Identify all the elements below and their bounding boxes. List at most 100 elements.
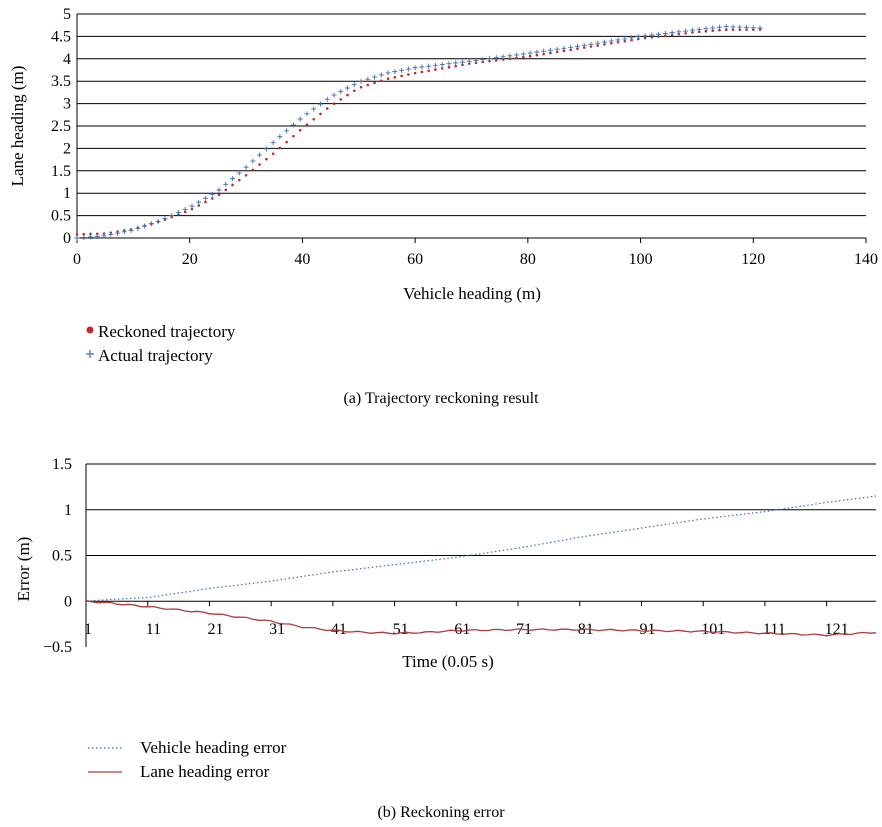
data-point <box>718 28 721 32</box>
data-point <box>459 59 465 65</box>
x-tick-label: 51 <box>393 621 409 638</box>
data-point <box>561 45 567 51</box>
data-point <box>365 76 371 82</box>
data-point <box>74 235 80 241</box>
data-point <box>290 122 296 128</box>
data-point <box>724 28 728 31</box>
data-point <box>407 73 410 76</box>
y-tick-label: 1.5 <box>52 456 72 473</box>
data-point <box>285 140 288 144</box>
legend-item-actual: Actual trajectory <box>80 344 235 368</box>
blue-plus-icon <box>80 346 120 366</box>
data-point <box>434 68 437 71</box>
data-point <box>311 106 317 112</box>
data-point <box>190 207 194 211</box>
data-point <box>520 51 526 57</box>
data-point <box>574 43 580 49</box>
error-x-axis-label: Time (0.05 s) <box>402 652 493 671</box>
data-point <box>196 199 202 205</box>
reckoned-trajectory-series <box>75 28 762 236</box>
data-point <box>744 25 750 31</box>
data-point <box>75 233 79 236</box>
data-point <box>514 52 520 58</box>
data-point <box>703 26 709 32</box>
x-tick-label: 31 <box>269 621 285 638</box>
x-tick-label: 101 <box>701 621 725 638</box>
data-point <box>716 24 722 30</box>
data-point <box>142 223 148 229</box>
data-point <box>324 96 330 102</box>
trajectory-legend: Reckoned trajectory Actual trajectory <box>80 320 235 368</box>
data-point <box>535 53 539 57</box>
data-point <box>622 36 628 42</box>
data-point <box>704 29 708 33</box>
data-point <box>108 232 114 238</box>
data-point <box>94 233 100 239</box>
error-y-tick-labels: −0.5 0 0.5 1 1.5 <box>43 456 72 656</box>
data-point <box>731 28 735 31</box>
data-point <box>466 58 472 64</box>
data-point <box>555 50 559 54</box>
y-tick-label: −0.5 <box>43 639 72 656</box>
data-point <box>236 170 242 176</box>
data-point <box>373 81 376 85</box>
error-chart: −0.500.511.5 1 11 21 31 41 51 61 71 81 91 101 111 12… <box>14 456 877 671</box>
data-point <box>250 158 256 164</box>
solid-line-icon <box>88 762 128 782</box>
x-tick-label: 1 <box>84 621 92 638</box>
error-gridlines <box>86 463 876 556</box>
data-point <box>447 65 451 69</box>
actual-trajectory-series <box>74 24 763 241</box>
data-point <box>642 33 648 39</box>
data-point <box>312 117 316 121</box>
y-tick-label: 4.5 <box>51 28 71 45</box>
data-point <box>723 24 729 30</box>
data-point <box>602 39 608 45</box>
data-point <box>155 218 161 224</box>
data-point <box>128 227 134 233</box>
data-point <box>319 112 322 116</box>
legend-item-lane-error: Lane heading error <box>88 760 286 784</box>
x-tick-label: 60 <box>407 251 423 268</box>
data-point <box>393 76 397 79</box>
data-point <box>635 34 641 40</box>
x-tick-label: 11 <box>146 621 161 638</box>
data-point <box>209 191 215 197</box>
legend-label-reckoned: Reckoned trajectory <box>98 322 236 341</box>
data-point <box>277 134 283 140</box>
trajectory-x-axis-label: Vehicle heading (m) <box>403 284 541 303</box>
data-point <box>331 92 337 98</box>
data-point <box>278 146 282 150</box>
data-point <box>541 48 547 54</box>
data-point <box>101 233 107 239</box>
data-point <box>223 181 229 187</box>
x-tick-label: 0 <box>73 251 81 268</box>
data-point <box>372 74 378 80</box>
data-point <box>461 63 464 67</box>
data-point <box>292 134 295 138</box>
data-point <box>420 70 424 74</box>
trajectory-x-tick-labels: 0 20 40 60 80 100 120 140 <box>73 251 878 268</box>
data-point <box>534 49 540 55</box>
data-point <box>649 32 655 38</box>
y-tick-label: 5 <box>63 6 71 23</box>
data-point <box>263 146 269 152</box>
data-point <box>547 47 553 53</box>
data-point <box>480 57 486 63</box>
data-point <box>454 64 458 68</box>
y-tick-label: 0.5 <box>52 548 72 565</box>
data-point <box>162 216 168 222</box>
data-point <box>297 116 303 122</box>
x-tick-label: 80 <box>520 251 536 268</box>
y-tick-label: 1.5 <box>51 163 71 180</box>
data-point <box>608 38 614 44</box>
data-point <box>346 93 349 97</box>
data-point <box>385 70 391 76</box>
data-point <box>224 188 228 192</box>
data-point <box>446 61 452 67</box>
data-point <box>210 197 214 200</box>
data-point <box>730 24 736 30</box>
y-tick-label: 2 <box>63 140 71 157</box>
data-point <box>522 55 525 59</box>
data-point <box>380 79 383 83</box>
